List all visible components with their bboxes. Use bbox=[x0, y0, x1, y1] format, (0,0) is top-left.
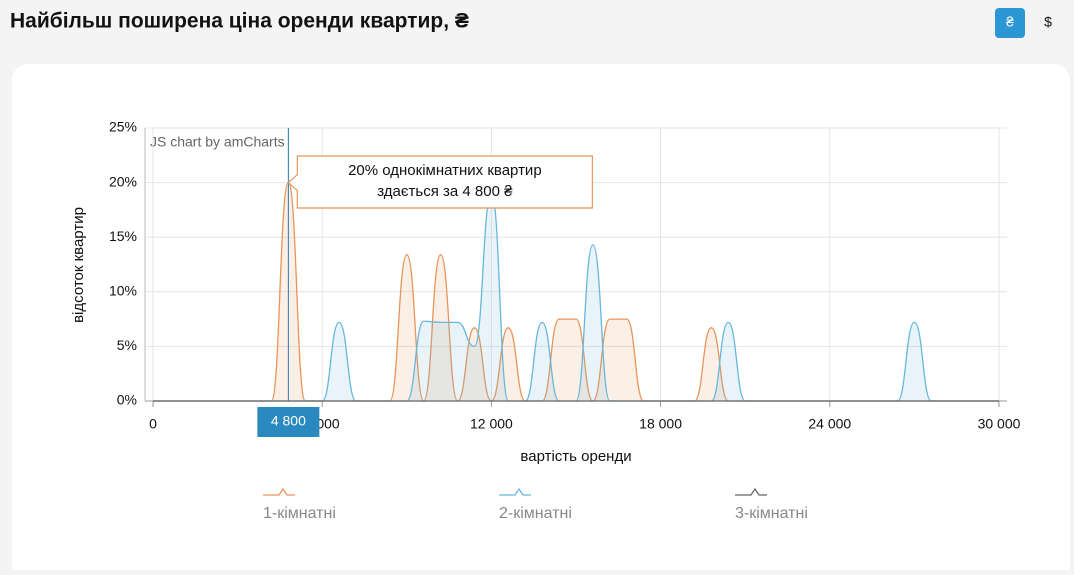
x-tick-label: 12 000 bbox=[470, 416, 513, 432]
tooltip-text: здається за 4 800 ₴ bbox=[377, 183, 513, 200]
legend-marker bbox=[263, 487, 295, 496]
currency-label[interactable]: ₴ bbox=[1006, 14, 1014, 30]
legend-marker bbox=[735, 487, 767, 496]
y-axis-title: відсоток квартир bbox=[70, 207, 87, 323]
y-tick-label: 5% bbox=[117, 337, 137, 353]
y-tick-label: 15% bbox=[109, 228, 137, 244]
tooltip-box bbox=[287, 155, 593, 209]
legend-marker bbox=[499, 487, 531, 496]
x-tick-label: 24 000 bbox=[808, 416, 851, 432]
y-tick-label: 0% bbox=[117, 392, 137, 408]
currency-button-active[interactable] bbox=[995, 8, 1025, 38]
legend-label: 1-кімнатні bbox=[263, 505, 336, 522]
legend-label: 3-кімнатні bbox=[735, 505, 808, 522]
cursor-label: 4 800 bbox=[271, 413, 306, 429]
area-fill bbox=[153, 193, 999, 401]
card bbox=[12, 64, 1070, 575]
x-tick-label: 0 bbox=[149, 416, 157, 432]
x-axis-title: вартість оренди bbox=[520, 448, 631, 465]
y-tick-label: 20% bbox=[109, 173, 137, 189]
cursor-label-box bbox=[257, 407, 320, 437]
y-tick-label: 25% bbox=[109, 119, 137, 135]
x-tick-label: 18 000 bbox=[639, 416, 682, 432]
x-tick-label: 30 000 bbox=[978, 416, 1021, 432]
currency-label[interactable]: $ bbox=[1044, 14, 1052, 30]
legend-label: 2-кімнатні bbox=[499, 505, 572, 522]
page-title: Найбільш поширена ціна оренди квартир, ₴ bbox=[10, 10, 469, 33]
watermark: JS chart by amCharts bbox=[150, 134, 285, 150]
area-fill bbox=[153, 182, 999, 401]
tooltip-text: 20% однокімнатних квартир bbox=[348, 162, 542, 179]
y-tick-label: 10% bbox=[109, 283, 137, 299]
